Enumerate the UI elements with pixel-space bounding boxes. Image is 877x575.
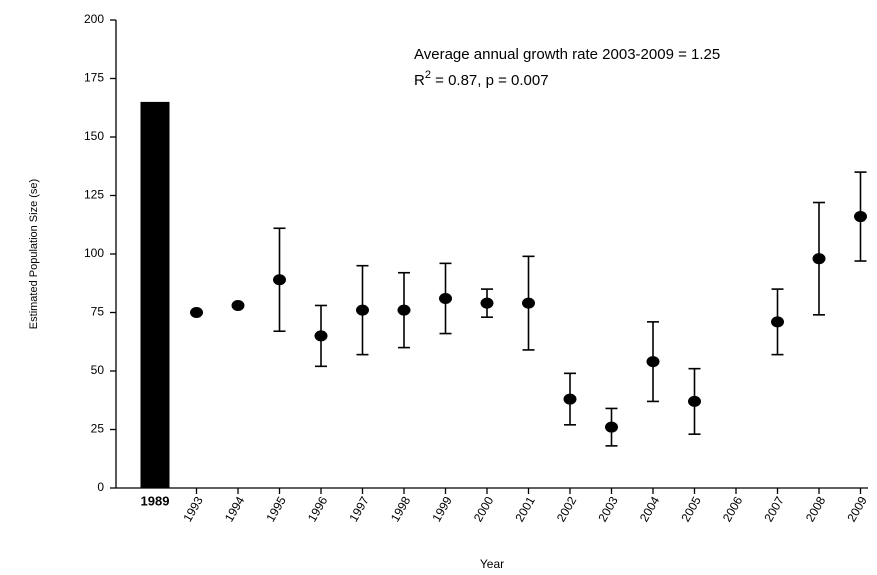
point [605,421,618,433]
x-tick-label: 2002 [554,494,580,524]
x-tick-label: 1993 [180,494,206,524]
x-tick-label: 2001 [512,494,538,524]
point [397,304,411,316]
y-axis-label: Estimated Population Size (se) [28,179,40,329]
annotation-superscript: 2 [425,69,431,81]
x-tick-label: 2006 [720,494,746,524]
x-tick-label: 2003 [595,494,621,524]
x-tick-label: 2007 [761,494,787,524]
annotation: R2 = 0.87, p = 0.007 [414,69,549,89]
x-tick-label: 1995 [263,494,289,524]
point [356,304,369,316]
x-axis-label: Year [480,557,504,571]
point [439,292,452,304]
x-tick-label: 2009 [844,494,870,524]
point [646,356,660,368]
point [522,297,535,309]
point [231,299,245,311]
annotation-part: R [414,72,425,89]
point [688,395,701,407]
x-tick-label: 1989 [141,493,170,508]
x-tick-label: 2008 [803,494,829,524]
x-tick-label: 1997 [346,494,372,524]
point [314,330,328,342]
x-tick-label: 2000 [471,494,497,524]
point [854,211,867,223]
point [771,316,784,328]
annotation: Average annual growth rate 2003-2009 = 1… [414,46,720,63]
point [812,253,826,265]
y-tick-label: 100 [84,246,104,260]
x-tick-label: 2005 [678,494,704,524]
y-tick-label: 50 [91,363,105,377]
y-tick-label: 75 [91,305,105,319]
x-tick-label: 1999 [429,494,455,524]
x-tick-label: 1994 [222,494,248,524]
y-tick-label: 150 [84,129,104,143]
point [190,307,203,318]
x-tick-label: 1996 [305,494,331,524]
y-tick-label: 125 [84,188,104,202]
bar [140,101,170,489]
point [273,274,286,286]
point [480,297,494,309]
y-tick-label: 0 [97,480,104,494]
annotation-part: = 0.87, p = 0.007 [431,72,549,89]
x-tick-label: 1998 [388,494,414,524]
y-tick-label: 175 [84,71,104,85]
point [563,393,577,405]
x-tick-label: 2004 [637,494,663,524]
y-tick-label: 25 [91,422,105,436]
y-tick-label: 200 [84,12,104,26]
